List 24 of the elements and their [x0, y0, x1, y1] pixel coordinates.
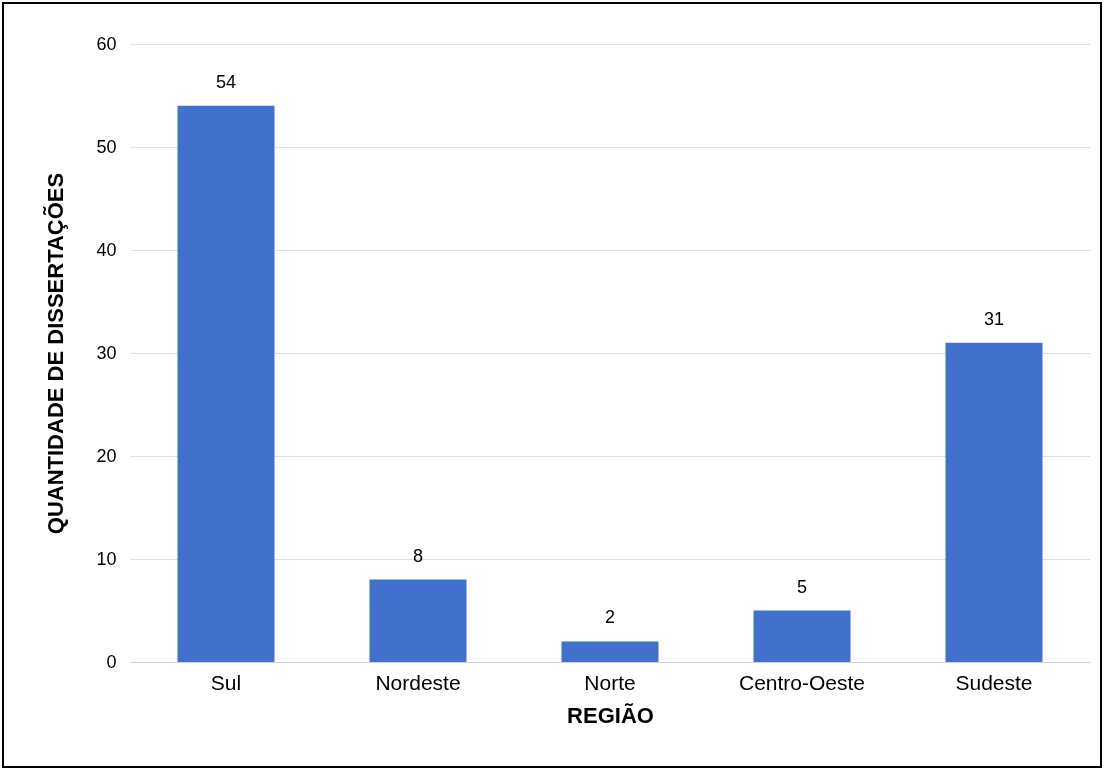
x-tick-label: Sudeste	[955, 670, 1033, 694]
y-tick-label: 50	[96, 136, 117, 157]
y-tick-label: 10	[96, 548, 117, 569]
bar	[561, 641, 659, 662]
y-tick-label: 30	[96, 342, 117, 363]
y-tick-label: 20	[96, 445, 117, 466]
data-label: 2	[604, 607, 616, 628]
y-axis-title: QUANTIDADE DE DISSERTAÇÕES	[43, 172, 69, 535]
data-label: 5	[796, 576, 808, 597]
data-label: 31	[983, 308, 1005, 329]
bar	[369, 579, 467, 662]
x-axis-title: REGIÃO	[567, 702, 654, 728]
x-tick-label: Norte	[584, 670, 636, 694]
bar	[753, 610, 851, 662]
x-tick-label: Sul	[210, 670, 242, 694]
x-tick-label: Centro-Oeste	[738, 670, 866, 694]
y-tick-label: 40	[96, 239, 117, 260]
bar	[177, 105, 275, 662]
y-tick-label: 60	[96, 33, 117, 54]
x-tick-label: Nordeste	[375, 670, 461, 694]
data-label: 8	[412, 545, 424, 566]
bar	[945, 342, 1043, 662]
data-label: 54	[215, 71, 237, 92]
y-tick-label: 0	[106, 651, 117, 672]
